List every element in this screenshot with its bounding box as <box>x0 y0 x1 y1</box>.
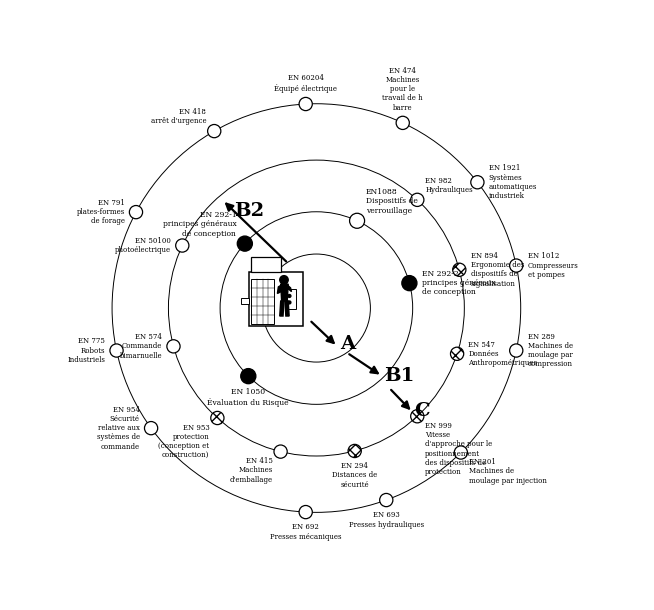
Text: EN 999
Vitesse
d'approche pour le
positionnement
des dispositifs de
protection: EN 999 Vitesse d'approche pour le positi… <box>425 422 492 476</box>
Circle shape <box>350 214 364 228</box>
Text: EN 1012
Compresseurs
et pompes: EN 1012 Compresseurs et pompes <box>528 253 578 279</box>
Polygon shape <box>287 285 292 292</box>
Circle shape <box>348 444 361 458</box>
Text: EN 982
Hydrauliques: EN 982 Hydrauliques <box>425 177 473 194</box>
Text: EN 574
Commande
bimarnuelle: EN 574 Commande bimarnuelle <box>120 333 162 359</box>
Circle shape <box>396 117 409 129</box>
Bar <box>249 271 303 326</box>
Text: EN 294
Distances de
sécurité: EN 294 Distances de sécurité <box>332 462 377 489</box>
Text: EN 547
Données
Anthropométriques: EN 547 Données Anthropométriques <box>468 340 538 367</box>
Text: EN 953
protection
(conception et
construction): EN 953 protection (conception et constru… <box>158 424 209 459</box>
Circle shape <box>129 206 143 219</box>
Circle shape <box>287 300 292 304</box>
Circle shape <box>274 445 287 458</box>
Circle shape <box>176 239 189 252</box>
Circle shape <box>455 446 468 459</box>
Bar <box>284 289 296 309</box>
Circle shape <box>453 263 466 276</box>
Circle shape <box>411 410 424 423</box>
Text: EN 289
Machines de
moulage par
compression: EN 289 Machines de moulage par compressi… <box>528 332 573 368</box>
Text: EN 292-1
principes généraux
de conception: EN 292-1 principes généraux de conceptio… <box>163 211 236 237</box>
Text: B1: B1 <box>385 367 415 385</box>
Circle shape <box>451 347 464 361</box>
Text: EN 60204
Équipé électrique: EN 60204 Équipé électrique <box>274 74 337 93</box>
Text: EN 474
Machines
pour le
travail de h
barre: EN 474 Machines pour le travail de h bar… <box>383 66 423 112</box>
Text: EN 1050
Évaluation du Risque: EN 1050 Évaluation du Risque <box>207 389 289 407</box>
Text: EN 894
Ergonomie des
dispositifs de
signalisation: EN 894 Ergonomie des dispositifs de sign… <box>471 252 524 287</box>
Text: EN1088
Dispositifs de
verrouillage: EN1088 Dispositifs de verrouillage <box>366 188 417 215</box>
Text: EN 292-2
principes généraux
de conception: EN 292-2 principes généraux de conceptio… <box>422 270 495 296</box>
Circle shape <box>411 193 424 206</box>
Text: EN 954
Sécurité
relative aux
systèmes de
commande: EN 954 Sécurité relative aux systèmes de… <box>97 406 140 451</box>
Text: EN 201
Machines de
moulage par injection: EN 201 Machines de moulage par injection <box>469 458 547 484</box>
Text: EN 50100
photoélectrique: EN 50100 photoélectrique <box>115 237 171 254</box>
Circle shape <box>380 493 393 507</box>
Circle shape <box>241 368 256 384</box>
Polygon shape <box>277 285 282 293</box>
Circle shape <box>211 411 224 425</box>
Text: EN 775
Robots
Industriels: EN 775 Robots Industriels <box>67 337 105 364</box>
Text: EN 418
arrêt d'urgence: EN 418 arrêt d'urgence <box>150 108 206 126</box>
Polygon shape <box>281 284 288 301</box>
Text: EN 693
Presses hydrauliques: EN 693 Presses hydrauliques <box>349 511 424 528</box>
Text: EN 415
Machines
d'emballage: EN 415 Machines d'emballage <box>230 458 273 484</box>
Circle shape <box>207 124 221 138</box>
Text: EN 692
Presses mécaniques: EN 692 Presses mécaniques <box>270 523 341 540</box>
Circle shape <box>167 340 180 353</box>
Text: B2: B2 <box>234 203 264 220</box>
Bar <box>251 257 281 271</box>
Bar <box>251 279 274 324</box>
Text: C: C <box>414 402 430 420</box>
Polygon shape <box>280 301 284 316</box>
Circle shape <box>110 344 123 357</box>
Polygon shape <box>285 301 289 316</box>
Circle shape <box>237 236 252 251</box>
Circle shape <box>287 294 292 298</box>
Bar <box>241 298 249 304</box>
Circle shape <box>509 344 523 357</box>
Circle shape <box>145 422 158 435</box>
Circle shape <box>299 98 313 110</box>
Text: EN 1921
Systèmes
automatiques
industriek: EN 1921 Systèmes automatiques industriek <box>489 165 537 200</box>
Circle shape <box>509 259 523 272</box>
Circle shape <box>471 176 484 189</box>
Circle shape <box>280 276 288 284</box>
Circle shape <box>299 506 313 518</box>
Text: EN 791
plates-formes
de forage: EN 791 plates-formes de forage <box>77 199 125 225</box>
Circle shape <box>402 276 417 290</box>
Text: A: A <box>340 335 355 353</box>
